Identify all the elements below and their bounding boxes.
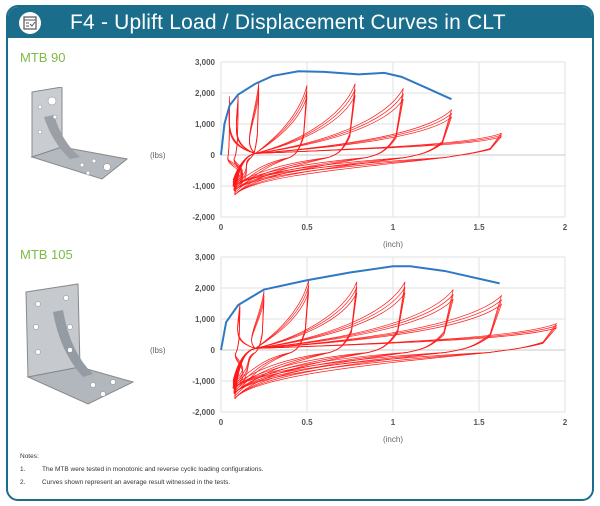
y-tick-label: 3,000 bbox=[195, 58, 216, 67]
cyclic-loop bbox=[234, 327, 558, 399]
cyclic-loop bbox=[232, 85, 308, 186]
x-tick-label: 1.5 bbox=[473, 223, 485, 232]
x-tick-label: 1 bbox=[391, 418, 396, 427]
y-axis-label: (lbs) bbox=[150, 346, 166, 355]
chart-mtb105: 0 0.5 1 1.5 2 -2,000 -1,000 0 1,000 2,000 3,000 (in… bbox=[148, 245, 588, 455]
y-tick-label: 1,000 bbox=[195, 315, 216, 324]
x-tick-label: 0 bbox=[219, 223, 224, 232]
x-tick-label: 0.5 bbox=[301, 223, 313, 232]
note-item: 1. The MTB were tested in monotonic and r… bbox=[20, 466, 264, 473]
x-axis-label: (inch) bbox=[383, 435, 403, 444]
cyclic-curves bbox=[232, 280, 558, 399]
envelope-curve bbox=[220, 70, 452, 156]
x-tick-label: 2 bbox=[563, 223, 568, 232]
cyclic-curves bbox=[227, 82, 503, 196]
y-tick-label: 3,000 bbox=[195, 253, 216, 262]
y-tick-label: 2,000 bbox=[195, 89, 216, 98]
product-label-mtb90: MTB 90 bbox=[20, 50, 66, 65]
product-label-mtb105: MTB 105 bbox=[20, 247, 73, 262]
note-item: 2. Curves shown represent an average resu… bbox=[20, 479, 231, 486]
x-tick-label: 1 bbox=[391, 223, 396, 232]
figure-panel: F4 - Uplift Load / Displacement Curves i… bbox=[6, 5, 594, 501]
checklist-icon bbox=[19, 11, 41, 34]
cyclic-loop bbox=[234, 136, 503, 196]
y-tick-label: -2,000 bbox=[192, 213, 215, 222]
y-tick-label: 2,000 bbox=[195, 284, 216, 293]
chart-mtb90: 0 0.5 1 1.5 2 -2,000 -1,000 0 1,000 2,000 3,000 (in… bbox=[148, 50, 588, 255]
header: F4 - Uplift Load / Displacement Curves i… bbox=[8, 7, 592, 38]
notes: Notes: 1. The MTB were tested in monotoni… bbox=[20, 453, 263, 492]
mtb90-bracket-image bbox=[30, 87, 129, 180]
envelope-curve bbox=[220, 265, 500, 351]
notes-heading: Notes: bbox=[20, 453, 39, 460]
cyclic-loop bbox=[232, 289, 454, 389]
y-tick-label: -1,000 bbox=[192, 377, 215, 386]
y-axis-label: (lbs) bbox=[150, 151, 166, 160]
x-tick-label: 1.5 bbox=[473, 418, 485, 427]
y-tick-label: -2,000 bbox=[192, 408, 215, 417]
page-title: F4 - Uplift Load / Displacement Curves i… bbox=[70, 10, 506, 34]
y-tick-label: -1,000 bbox=[192, 182, 215, 191]
x-tick-label: 0 bbox=[219, 418, 224, 427]
y-tick-label: 1,000 bbox=[195, 120, 216, 129]
x-tick-label: 2 bbox=[563, 418, 568, 427]
cyclic-loop bbox=[234, 298, 454, 399]
y-tick-label: 0 bbox=[211, 346, 216, 355]
x-axis-label: (inch) bbox=[383, 240, 403, 249]
x-tick-label: 0.5 bbox=[301, 418, 313, 427]
mtb105-bracket-image bbox=[25, 283, 135, 405]
y-tick-label: 0 bbox=[211, 151, 216, 160]
